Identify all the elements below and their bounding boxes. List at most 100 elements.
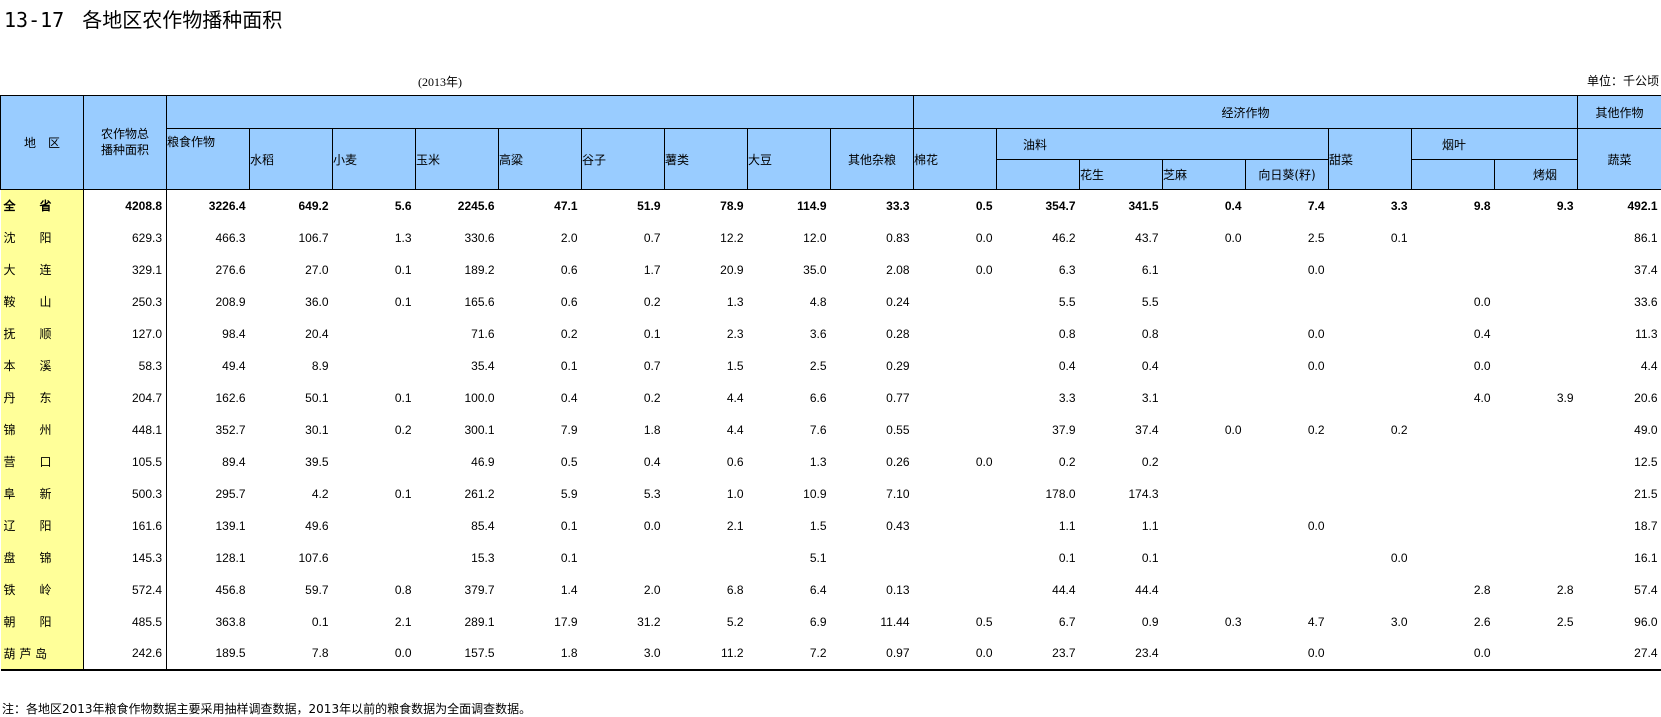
header-tobacco-spacer	[1411, 159, 1496, 190]
value-cell: 0.1	[560, 518, 578, 533]
value-cell	[665, 542, 748, 574]
value-cell: 0.2	[394, 422, 412, 437]
value-cell	[1163, 510, 1246, 542]
unit-label: 单位：千公顷	[1586, 74, 1659, 88]
value-cell: 0.0	[332, 637, 416, 671]
value-cell: 4.8	[809, 294, 827, 309]
value-cell: 35.0	[803, 262, 827, 277]
value-cell: 5.3	[643, 486, 661, 501]
value-cell: 49.4	[222, 358, 246, 373]
value-cell: 3226.4	[208, 198, 246, 213]
value-cell: 157.5	[415, 637, 499, 671]
value-cell: 466.3	[215, 230, 246, 245]
value-cell	[914, 414, 997, 446]
value-cell: 1.8	[498, 637, 582, 671]
value-cell: 2.3	[726, 326, 744, 341]
value-cell: 1.3	[809, 454, 827, 469]
value-cell	[1412, 446, 1495, 478]
value-cell: 6.1	[1141, 262, 1159, 277]
region-cell: 大 连	[0, 253, 84, 286]
value-cell: 0.0	[1473, 294, 1491, 309]
value-cell: 3.3	[1390, 198, 1408, 213]
region-cell: 朝 阳	[0, 605, 84, 638]
value-cell: 51.9	[637, 198, 661, 213]
value-cell: 6.9	[809, 614, 827, 629]
value-cell: 341.5	[1128, 198, 1159, 213]
value-cell: 11.2	[664, 637, 748, 671]
value-cell: 379.7	[464, 582, 495, 597]
value-cell	[914, 350, 997, 382]
value-cell	[1246, 542, 1329, 574]
value-cell	[333, 350, 416, 382]
value-cell: 31.2	[637, 614, 661, 629]
value-cell: 4.0	[1473, 390, 1491, 405]
value-cell: 3.1	[1141, 390, 1159, 405]
value-cell: 5.9	[560, 486, 578, 501]
value-cell: 23.4	[1079, 637, 1163, 671]
value-cell: 46.9	[471, 454, 495, 469]
value-cell: 2.1	[394, 614, 412, 629]
value-cell: 4.2	[311, 486, 329, 501]
value-cell	[1246, 478, 1329, 510]
value-cell: 3.9	[1556, 390, 1574, 405]
value-cell	[1328, 637, 1412, 671]
header-sunflower: 向日葵(籽)	[1245, 159, 1330, 190]
value-cell: 1.5	[726, 358, 744, 373]
value-cell	[1412, 542, 1495, 574]
value-cell: 1.1	[1141, 518, 1159, 533]
value-cell: 162.6	[215, 390, 246, 405]
value-cell: 0.4	[1224, 198, 1242, 213]
value-cell	[1162, 637, 1246, 671]
value-cell: 0.1	[394, 390, 412, 405]
value-cell: 23.7	[996, 637, 1080, 671]
value-cell	[1412, 222, 1495, 254]
value-cell: 0.1	[643, 326, 661, 341]
value-cell: 85.4	[471, 518, 495, 533]
header-economic: 经济作物	[913, 95, 1579, 129]
header-total: 农作物总播种面积	[83, 95, 167, 190]
value-cell	[914, 286, 997, 318]
value-cell: 4.7	[1307, 614, 1325, 629]
value-cell: 0.0	[1307, 326, 1325, 341]
value-cell: 8.9	[311, 358, 329, 373]
value-cell: 165.6	[464, 294, 495, 309]
value-cell: 100.0	[464, 390, 495, 405]
value-cell: 44.4	[1135, 582, 1159, 597]
value-cell	[914, 574, 997, 606]
value-cell: 1.3	[394, 230, 412, 245]
value-cell: 57.4	[1634, 582, 1658, 597]
value-cell: 2.0	[643, 582, 661, 597]
table-row: 本 溪 58.3 49.4 8.9 35.4 0.1 0.7 1.5 2.5 0.29 0.4 0.4…	[0, 349, 1661, 382]
value-cell: 261.2	[464, 486, 495, 501]
value-cell: 7.10	[886, 486, 910, 501]
value-cell: 354.7	[1045, 198, 1076, 213]
value-cell: 1.5	[809, 518, 827, 533]
value-cell: 5.5	[1141, 294, 1159, 309]
header-grain-group	[165, 95, 915, 129]
value-cell	[1163, 254, 1246, 286]
value-cell	[1163, 478, 1246, 510]
header-flue-tobacco: 烤烟	[1494, 159, 1579, 190]
value-cell: 5.2	[726, 614, 744, 629]
value-cell: 572.4	[83, 573, 167, 606]
value-cell	[1163, 574, 1246, 606]
value-cell	[333, 446, 416, 478]
value-cell	[1329, 510, 1412, 542]
value-cell: 0.4	[643, 454, 661, 469]
value-cell: 0.1	[394, 486, 412, 501]
value-cell: 12.5	[1634, 454, 1658, 469]
value-cell: 6.7	[1058, 614, 1076, 629]
value-cell: 49.6	[305, 518, 329, 533]
header-tubers: 薯类	[664, 128, 748, 190]
value-cell: 18.7	[1634, 518, 1658, 533]
value-cell: 7.2	[747, 637, 831, 671]
value-cell: 0.77	[886, 390, 910, 405]
value-cell: 0.55	[886, 422, 910, 437]
value-cell	[1163, 542, 1246, 574]
value-cell: 3.3	[1058, 390, 1076, 405]
table-row: 丹 东 204.7 162.6 50.1 0.1 100.0 0.4 0.2 4.4 6.6 0.7…	[0, 381, 1661, 414]
value-cell	[1495, 286, 1578, 318]
value-cell: 448.1	[83, 413, 167, 446]
header-wheat: 小麦	[332, 128, 416, 190]
value-cell	[1329, 382, 1412, 414]
